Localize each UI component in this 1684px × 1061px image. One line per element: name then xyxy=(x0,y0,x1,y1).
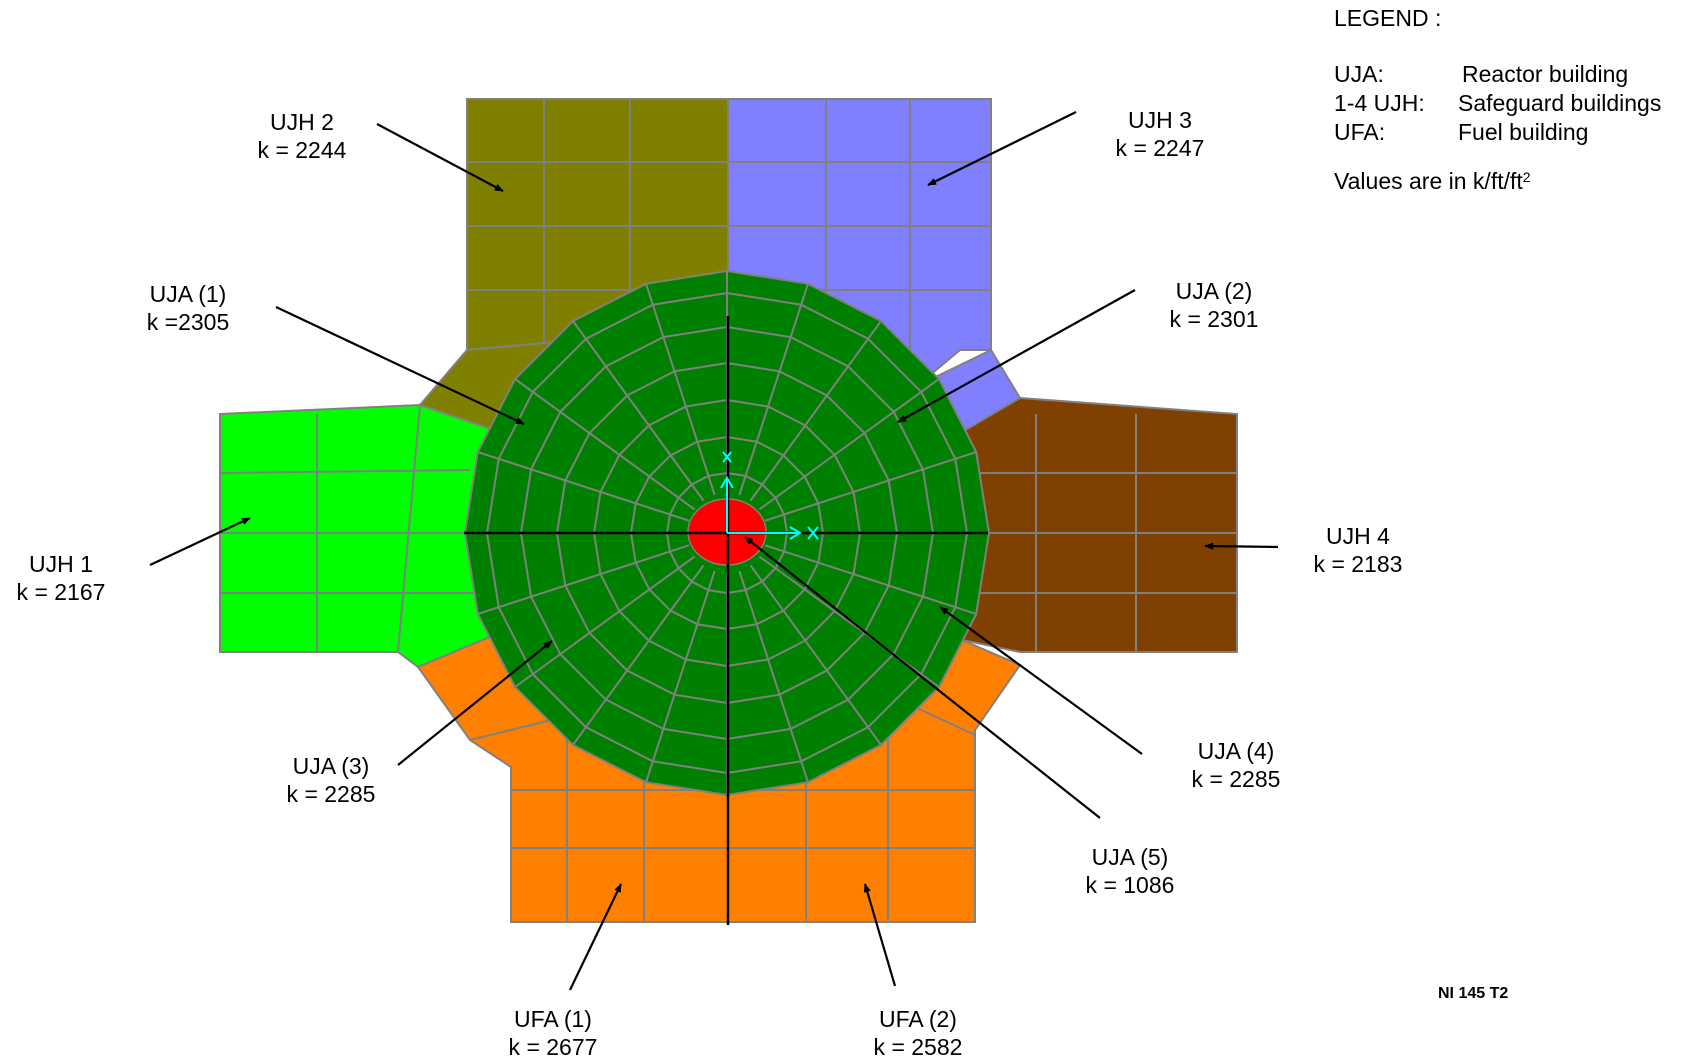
figure-code: NI 145 T2 xyxy=(1438,985,1509,1002)
arrow-ujh-4 xyxy=(1204,542,1279,550)
mesh-spoke xyxy=(477,544,690,615)
label-ujh-4-k: k = 2183 xyxy=(1313,551,1403,577)
legend-title: LEGEND : xyxy=(1334,5,1442,31)
label-ujh-4-name: UJH 4 xyxy=(1326,523,1390,549)
label-uja-2-name: UJA (2) xyxy=(1175,278,1253,304)
arrow-ujh-2 xyxy=(376,123,504,192)
arrow-uja-2 xyxy=(897,289,1136,423)
legend-units-note: Values are in k/ft/ft2 xyxy=(1334,167,1531,195)
mesh-spoke xyxy=(758,555,940,688)
label-uja-4-k: k = 2285 xyxy=(1191,766,1281,792)
legend-value: Safeguard buildings xyxy=(1458,90,1662,116)
label-uja-5: UJA (5) k = 1086 xyxy=(1086,843,1175,899)
mesh-spoke xyxy=(477,451,690,522)
label-uja-3-k: k = 2285 xyxy=(286,781,376,807)
label-ujh-1-k: k = 2167 xyxy=(16,579,106,605)
arrow-uja-4 xyxy=(939,606,1143,755)
mesh-spoke xyxy=(764,544,977,615)
legend-row-ufa: UFA: Fuel building xyxy=(1334,118,1588,147)
legend-row-uja: UJA: Reactor building xyxy=(1334,60,1628,89)
mesh-spoke xyxy=(738,570,809,783)
coordinate-axis-icon xyxy=(720,451,819,540)
mesh-spoke xyxy=(738,283,809,496)
legend-key: UFA: xyxy=(1334,119,1386,145)
label-ufa-1-name: UFA (1) xyxy=(514,1006,592,1032)
mesh-spoke xyxy=(758,378,940,511)
label-uja-1-name: UJA (1) xyxy=(149,281,227,307)
mesh-spoke xyxy=(645,570,716,783)
arrow-uja-1 xyxy=(275,306,525,425)
label-ufa-1: UFA (1) k = 2677 xyxy=(509,1005,598,1061)
region-ujh-1 xyxy=(219,403,502,669)
mesh-spoke xyxy=(514,555,696,688)
mesh-spoke xyxy=(514,378,696,511)
mesh-spoke xyxy=(645,283,716,496)
region-ujh-4 xyxy=(960,396,1238,653)
legend-key: UJA: xyxy=(1334,61,1384,87)
label-ujh-4: UJH 4 k = 2183 xyxy=(1314,522,1403,578)
label-uja-4-name: UJA (4) xyxy=(1197,738,1275,764)
leader-arrows xyxy=(149,111,1279,991)
label-ufa-2-name: UFA (2) xyxy=(879,1006,957,1032)
label-ujh-3-name: UJH 3 xyxy=(1128,107,1192,133)
label-ufa-1-k: k = 2677 xyxy=(508,1034,598,1060)
label-uja-1-k: k =2305 xyxy=(146,309,230,335)
legend-units-text: Values are in k/ft/ft xyxy=(1334,168,1523,194)
label-uja-2: UJA (2) k = 2301 xyxy=(1170,277,1259,333)
legend-value: Reactor building xyxy=(1462,61,1629,87)
label-ujh-1: UJH 1 k = 2167 xyxy=(17,550,106,606)
arrow-ujh-1 xyxy=(149,517,251,566)
legend-value: Fuel building xyxy=(1458,119,1589,145)
label-uja-5-name: UJA (5) xyxy=(1091,844,1169,870)
mesh-spoke xyxy=(749,320,882,502)
label-uja-3: UJA (3) k = 2285 xyxy=(287,752,376,808)
arrow-uja-3 xyxy=(397,640,553,766)
label-ufa-2: UFA (2) k = 2582 xyxy=(874,1005,963,1061)
legend-units-superscript: 2 xyxy=(1522,169,1531,185)
arrow-ufa-2 xyxy=(863,883,897,987)
label-ujh-3-k: k = 2247 xyxy=(1115,135,1205,161)
legend: LEGEND : UJA: Reactor building 1-4 UJH: … xyxy=(1334,4,1661,195)
label-uja-5-k: k = 1086 xyxy=(1085,872,1175,898)
label-ujh-3: UJH 3 k = 2247 xyxy=(1116,106,1205,162)
label-ujh-2: UJH 2 k = 2244 xyxy=(258,108,347,164)
label-ujh-1-name: UJH 1 xyxy=(29,551,93,577)
mesh-spoke xyxy=(749,564,882,746)
arrow-ujh-3 xyxy=(927,111,1077,186)
label-ufa-2-k: k = 2582 xyxy=(873,1034,963,1060)
arrow-uja-5 xyxy=(744,536,1101,819)
label-uja-4: UJA (4) k = 2285 xyxy=(1192,737,1281,793)
mesh-spoke xyxy=(572,564,705,746)
label-uja-1: UJA (1) k =2305 xyxy=(147,280,230,336)
mesh-spoke xyxy=(764,451,977,522)
label-uja-3-name: UJA (3) xyxy=(292,753,370,779)
mesh-spoke xyxy=(572,320,705,502)
label-uja-2-k: k = 2301 xyxy=(1169,306,1259,332)
legend-key: 1-4 UJH: xyxy=(1334,90,1425,116)
label-ujh-2-name: UJH 2 xyxy=(270,109,334,135)
label-ujh-2-k: k = 2244 xyxy=(257,137,347,163)
arrow-ufa-1 xyxy=(569,883,622,991)
legend-row-ujh: 1-4 UJH: Safeguard buildings xyxy=(1334,89,1661,118)
